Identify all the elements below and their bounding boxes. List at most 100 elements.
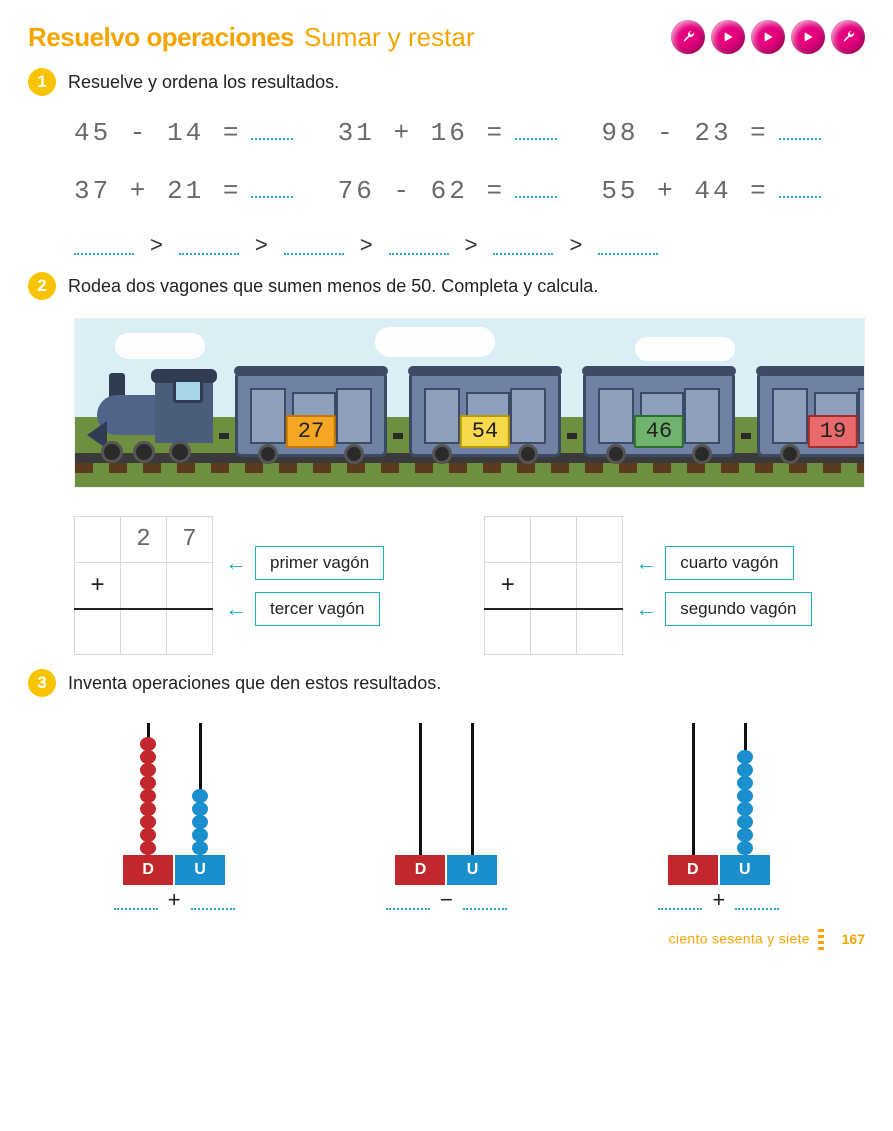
abacus: DU− <box>371 723 521 913</box>
play-icon[interactable] <box>791 20 825 54</box>
tag-primer-vagon: primer vagón <box>255 546 384 580</box>
bead-d <box>140 737 156 751</box>
operand-blank[interactable] <box>658 890 702 910</box>
operand-blank[interactable] <box>735 890 779 910</box>
bead-u <box>737 841 753 855</box>
addition-table-right: + <box>484 516 623 655</box>
bead-u <box>192 841 208 855</box>
badge-row <box>671 20 865 54</box>
equation: 98 - 23 = <box>601 118 865 148</box>
order-blank[interactable] <box>389 235 449 255</box>
operand-blank[interactable] <box>386 890 430 910</box>
equation: 37 + 21 = <box>74 176 338 206</box>
exercise-2-prompt: Rodea dos vagones que sumen menos de 50.… <box>68 272 598 300</box>
operation-row: + <box>644 887 794 913</box>
gt-sign: > <box>569 232 582 258</box>
answer-blank[interactable] <box>251 178 293 198</box>
operand-blank[interactable] <box>114 890 158 910</box>
exercise-1-prompt: Resuelve y ordena los resultados. <box>68 68 339 96</box>
equation: 55 + 44 = <box>601 176 865 206</box>
footer-dots-icon <box>818 929 824 951</box>
equation: 45 - 14 = <box>74 118 338 148</box>
operator: + <box>168 887 181 913</box>
wagon: 27 <box>235 371 387 457</box>
exercise-2: 2 Rodea dos vagones que sumen menos de 5… <box>28 272 865 655</box>
bead-u <box>737 815 753 829</box>
wrench-icon[interactable] <box>671 20 705 54</box>
exercise-3: 3 Inventa operaciones que den estos resu… <box>28 669 865 913</box>
equation-grid: 45 - 14 =31 + 16 =98 - 23 =37 + 21 =76 -… <box>74 118 865 206</box>
page-number: 167 <box>842 931 865 947</box>
arrow-icon: ← <box>225 596 247 622</box>
plus-sign: + <box>75 563 121 609</box>
order-blank[interactable] <box>598 235 658 255</box>
exercise-3-prompt: Inventa operaciones que den estos result… <box>68 669 441 697</box>
exercise-number-3: 3 <box>28 669 56 697</box>
ordering-row: >>>>> <box>74 232 865 258</box>
abacus-row: DU+DU−DU+ <box>38 723 855 913</box>
addition-boxes: 2 7 + ← primer vagón ← tercer vagón + ← <box>74 516 865 655</box>
order-blank[interactable] <box>74 235 134 255</box>
locomotive <box>93 365 213 457</box>
operation-row: + <box>99 887 249 913</box>
page-header: Resuelvo operaciones Sumar y restar <box>28 20 865 54</box>
wagon-number: 19 <box>808 415 858 448</box>
operation-row: − <box>371 887 521 913</box>
title-sub: Sumar y restar <box>304 22 475 53</box>
base-d: D <box>668 855 718 885</box>
order-blank[interactable] <box>284 235 344 255</box>
addition-table-left: 2 7 + <box>74 516 213 655</box>
exercise-1: 1 Resuelve y ordena los resultados. 45 -… <box>28 68 865 258</box>
answer-blank[interactable] <box>779 178 821 198</box>
box-group-left: 2 7 + ← primer vagón ← tercer vagón <box>74 516 384 655</box>
answer-blank[interactable] <box>779 120 821 140</box>
base-u: U <box>175 855 225 885</box>
play-icon[interactable] <box>751 20 785 54</box>
bead-u <box>192 828 208 842</box>
order-blank[interactable] <box>493 235 553 255</box>
bead-d <box>140 802 156 816</box>
operand-blank[interactable] <box>191 890 235 910</box>
wagon: 19 <box>757 371 865 457</box>
train-illustration: 27544619 <box>74 318 865 488</box>
base-d: D <box>123 855 173 885</box>
bead-u <box>737 802 753 816</box>
arrow-icon: ← <box>635 596 657 622</box>
exercise-number-1: 1 <box>28 68 56 96</box>
bead-u <box>192 815 208 829</box>
tag-segundo-vagon: segundo vagón <box>665 592 811 626</box>
arrow-icon: ← <box>635 550 657 576</box>
box-group-right: + ← cuarto vagón ← segundo vagón <box>484 516 811 655</box>
base-u: U <box>447 855 497 885</box>
tag-cuarto-vagon: cuarto vagón <box>665 546 793 580</box>
gt-sign: > <box>360 232 373 258</box>
cell: 2 <box>121 517 167 563</box>
bead-d <box>140 815 156 829</box>
bead-d <box>140 750 156 764</box>
operand-blank[interactable] <box>463 890 507 910</box>
operator: − <box>440 887 453 913</box>
play-icon[interactable] <box>711 20 745 54</box>
tag-tercer-vagon: tercer vagón <box>255 592 380 626</box>
bead-u <box>737 828 753 842</box>
base-d: D <box>395 855 445 885</box>
equation: 76 - 62 = <box>338 176 602 206</box>
base-u: U <box>720 855 770 885</box>
title-main: Resuelvo operaciones <box>28 22 294 53</box>
order-blank[interactable] <box>179 235 239 255</box>
operator: + <box>712 887 725 913</box>
bead-u <box>737 776 753 790</box>
bead-d <box>140 828 156 842</box>
abacus: DU+ <box>99 723 249 913</box>
answer-blank[interactable] <box>515 120 557 140</box>
wrench-icon[interactable] <box>831 20 865 54</box>
bead-u <box>737 763 753 777</box>
bead-u <box>737 750 753 764</box>
footer-words: ciento sesenta y siete <box>669 931 810 947</box>
answer-blank[interactable] <box>515 178 557 198</box>
exercise-number-2: 2 <box>28 272 56 300</box>
plus-sign: + <box>485 563 531 609</box>
bead-d <box>140 763 156 777</box>
answer-blank[interactable] <box>251 120 293 140</box>
wagon-number: 54 <box>460 415 510 448</box>
